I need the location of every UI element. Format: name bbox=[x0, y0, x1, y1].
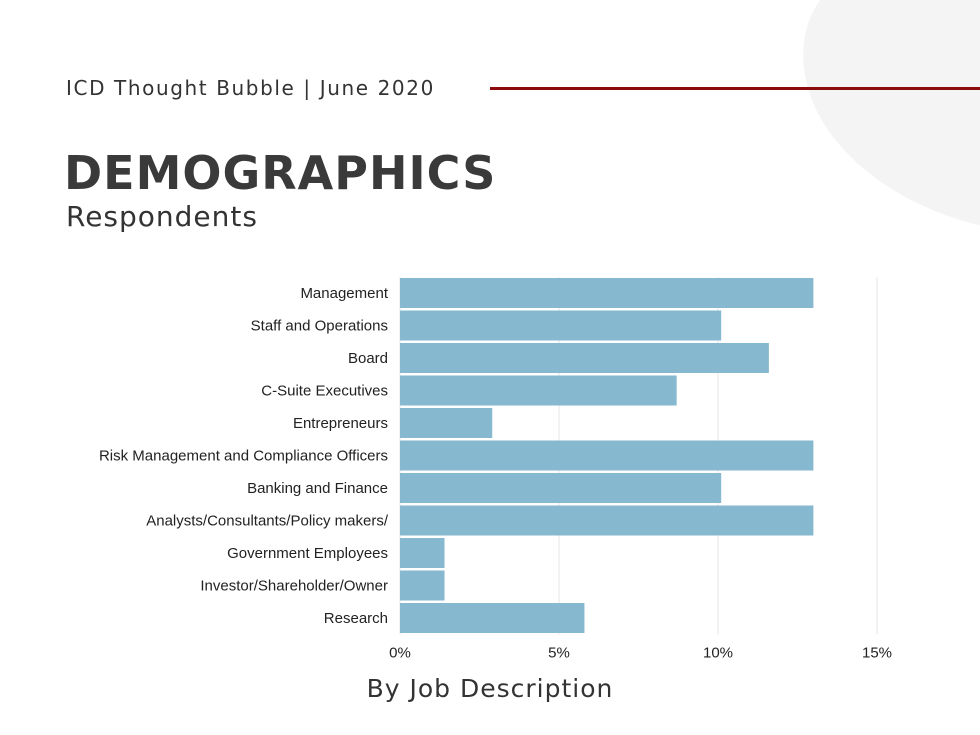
category-label: Analysts/Consultants/Policy makers/ bbox=[146, 513, 389, 530]
bar bbox=[400, 538, 445, 568]
bar bbox=[400, 310, 722, 341]
x-tick-label: 5% bbox=[548, 645, 570, 662]
bar bbox=[400, 408, 493, 438]
bar bbox=[400, 603, 585, 633]
category-label: Staff and Operations bbox=[251, 318, 388, 335]
category-label: Risk Management and Compliance Officers bbox=[99, 448, 388, 465]
category-label: Research bbox=[324, 610, 388, 627]
category-label: Board bbox=[348, 350, 388, 367]
bar bbox=[400, 473, 722, 503]
x-tick-label: 0% bbox=[389, 645, 411, 662]
category-label: Banking and Finance bbox=[247, 480, 388, 497]
x-tick-label: 15% bbox=[862, 645, 892, 662]
page-subtitle: Respondents bbox=[66, 200, 258, 233]
header-rule bbox=[490, 87, 980, 90]
header-text: ICD Thought Bubble | June 2020 bbox=[66, 76, 435, 100]
bar bbox=[400, 375, 677, 406]
bar bbox=[400, 505, 814, 536]
category-label: Entrepreneurs bbox=[293, 415, 388, 432]
x-tick-label: 10% bbox=[703, 645, 733, 662]
page-title: DEMOGRAPHICS bbox=[64, 146, 497, 200]
category-label: Investor/Shareholder/Owner bbox=[200, 578, 388, 595]
x-axis-label: By Job Description bbox=[366, 674, 614, 703]
bar bbox=[400, 440, 814, 471]
category-label: Government Employees bbox=[227, 545, 388, 562]
category-label: C-Suite Executives bbox=[261, 383, 388, 400]
bar bbox=[400, 278, 814, 308]
bar bbox=[400, 570, 445, 601]
bar bbox=[400, 343, 769, 373]
category-label: Management bbox=[300, 285, 388, 302]
